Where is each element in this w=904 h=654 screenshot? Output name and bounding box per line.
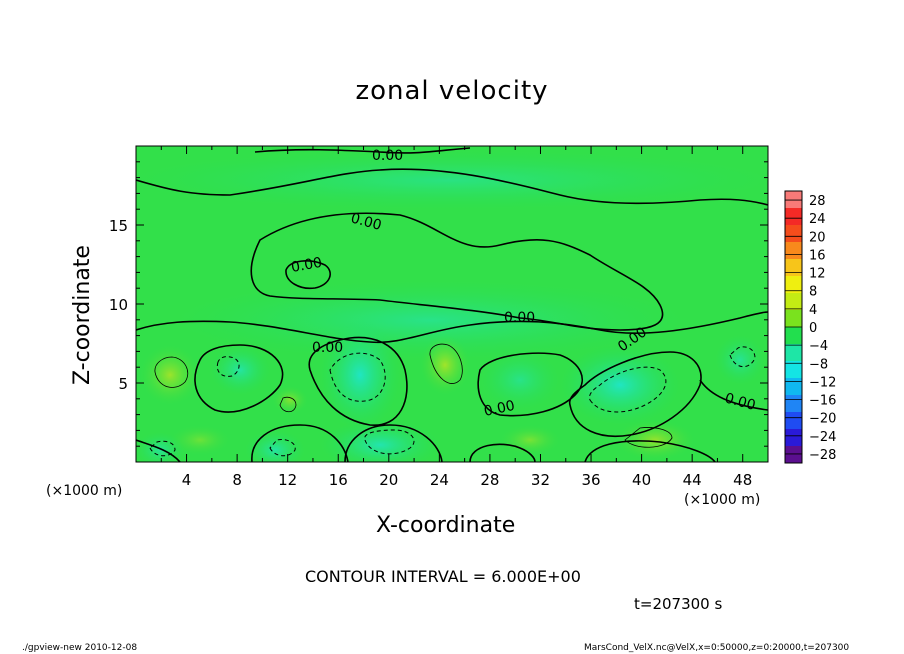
x-tick-label: 4 bbox=[182, 471, 192, 489]
colorbar-tick-label: 8 bbox=[809, 285, 817, 300]
footer-right: MarsCond_VelX.nc@VelX,x=0:50000,z=0:2000… bbox=[584, 643, 850, 653]
contour-label-group: 0.00 0.00 0.00 0.00 0.00 0.00 0.00 0.00 bbox=[290, 148, 757, 420]
x-tick-label: 48 bbox=[733, 471, 752, 489]
x-tick-label: 28 bbox=[480, 471, 499, 489]
colorbar: 28 24 20 16 12 8 4 0 −4 −8 −12 −16 −20 −24 −28 bbox=[784, 190, 836, 464]
colorbar-swatch bbox=[785, 344, 802, 361]
x-tick-label: 8 bbox=[232, 471, 242, 489]
contour-interval-text: CONTOUR INTERVAL = 6.000E+00 bbox=[305, 567, 581, 586]
colorbar-tick-label: 16 bbox=[809, 248, 826, 263]
colorbar-tick-label: 28 bbox=[809, 194, 826, 209]
colorbar-tick-label: 24 bbox=[809, 212, 826, 227]
colorbar-tick-label: −4 bbox=[809, 339, 828, 354]
chart-title: zonal velocity bbox=[355, 76, 549, 106]
colorbar-swatch bbox=[785, 395, 802, 412]
x-tick-label: 32 bbox=[531, 471, 550, 489]
x-tick-label: 40 bbox=[632, 471, 651, 489]
colorbar-tick-label: −24 bbox=[809, 430, 836, 445]
colorbar-swatch bbox=[785, 361, 802, 378]
x-axis: 4 8 12 16 20 24 28 32 36 40 44 48 bbox=[160, 146, 769, 489]
colorbar-tick-label: −8 bbox=[809, 357, 828, 372]
y-tick-label: 5 bbox=[118, 375, 128, 393]
x-tick-label: 20 bbox=[379, 471, 398, 489]
x-tick-label: 36 bbox=[581, 471, 600, 489]
colorbar-tick-label: 0 bbox=[809, 321, 817, 336]
colorbar-tick-label: 12 bbox=[809, 267, 826, 282]
heatmap-field: 0.00 0.00 0.00 0.00 0.00 0.00 0.00 0.00 bbox=[136, 146, 768, 462]
x-tick-label: 44 bbox=[683, 471, 702, 489]
colorbar-swatch bbox=[785, 412, 802, 429]
colorbar-swatch bbox=[785, 191, 802, 208]
x-tick-label: 16 bbox=[329, 471, 348, 489]
x-unit-left: (×1000 m) bbox=[46, 483, 123, 499]
x-tick-label: 12 bbox=[278, 471, 297, 489]
x-tick-label: 24 bbox=[430, 471, 449, 489]
contour-label: 0.00 bbox=[372, 148, 403, 164]
y-axis-label: Z-coordinate bbox=[70, 245, 95, 385]
colorbar-swatch bbox=[785, 259, 802, 276]
colorbar-swatch bbox=[785, 293, 802, 310]
colorbar-swatch bbox=[785, 378, 802, 395]
colorbar-swatch bbox=[785, 208, 802, 225]
colorbar-tick-label: 20 bbox=[809, 230, 826, 245]
y-tick-label: 10 bbox=[109, 296, 128, 314]
zero-contours bbox=[136, 147, 768, 462]
colorbar-swatch bbox=[785, 446, 802, 463]
colorbar-tick-label: −20 bbox=[809, 412, 836, 427]
x-axis-label: X-coordinate bbox=[376, 513, 516, 538]
contour-label: 0.00 bbox=[349, 210, 383, 234]
negative-contours bbox=[149, 346, 756, 457]
colorbar-tick-label: −28 bbox=[809, 448, 836, 463]
colorbar-tick-label: 4 bbox=[809, 303, 817, 318]
contour-label: 0.00 bbox=[483, 398, 517, 420]
colorbar-swatch bbox=[785, 327, 802, 344]
colorbar-swatch bbox=[785, 276, 802, 293]
x-unit-right: (×1000 m) bbox=[684, 492, 761, 508]
contour-label: 0.00 bbox=[504, 310, 535, 326]
footer-left: ./gpview-new 2010-12-08 bbox=[22, 643, 138, 653]
colorbar-tick-label: −16 bbox=[809, 394, 836, 409]
colorbar-swatch bbox=[785, 242, 802, 259]
y-axis: 5 10 15 bbox=[109, 161, 768, 447]
colorbar-swatch bbox=[785, 310, 802, 327]
contour-label: 0.00 bbox=[723, 390, 757, 414]
colorbar-swatch bbox=[785, 429, 802, 446]
positive-contours bbox=[154, 343, 673, 448]
time-label: t=207300 s bbox=[634, 595, 723, 613]
contour-label: 0.00 bbox=[290, 255, 323, 276]
y-tick-label: 15 bbox=[109, 217, 128, 235]
contour-label: 0.00 bbox=[312, 340, 343, 356]
colorbar-swatch bbox=[785, 225, 802, 242]
colorbar-tick-label: −12 bbox=[809, 375, 836, 390]
